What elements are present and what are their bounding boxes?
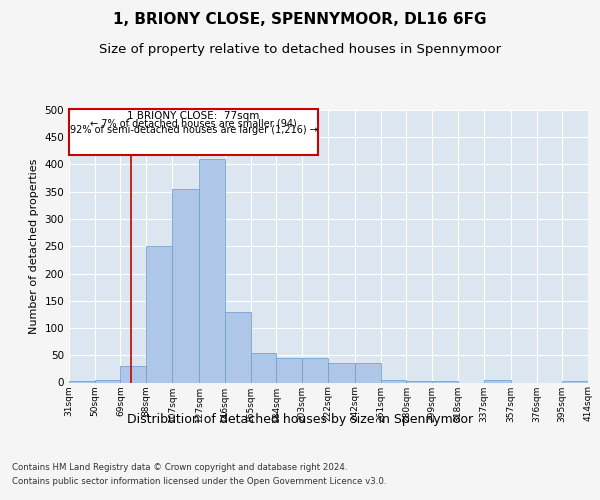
Bar — [484, 380, 511, 382]
Bar — [251, 352, 277, 382]
Y-axis label: Number of detached properties: Number of detached properties — [29, 158, 39, 334]
Bar — [69, 109, 319, 154]
Bar — [121, 366, 146, 382]
Bar — [328, 364, 355, 382]
Bar — [277, 358, 302, 382]
Bar — [302, 358, 328, 382]
Text: Contains public sector information licensed under the Open Government Licence v3: Contains public sector information licen… — [12, 478, 386, 486]
Text: ← 7% of detached houses are smaller (94): ← 7% of detached houses are smaller (94) — [90, 118, 297, 128]
Bar — [225, 312, 251, 382]
Text: 1 BRIONY CLOSE:  77sqm: 1 BRIONY CLOSE: 77sqm — [127, 111, 260, 121]
Text: 1, BRIONY CLOSE, SPENNYMOOR, DL16 6FG: 1, BRIONY CLOSE, SPENNYMOOR, DL16 6FG — [113, 12, 487, 28]
Bar — [146, 246, 172, 382]
Bar — [172, 189, 199, 382]
Bar — [355, 364, 380, 382]
Bar — [199, 159, 225, 382]
Text: Size of property relative to detached houses in Spennymoor: Size of property relative to detached ho… — [99, 42, 501, 56]
Text: 92% of semi-detached houses are larger (1,216) →: 92% of semi-detached houses are larger (… — [70, 124, 317, 134]
Bar — [380, 380, 406, 382]
Bar — [95, 380, 121, 382]
Text: Distribution of detached houses by size in Spennymoor: Distribution of detached houses by size … — [127, 412, 473, 426]
Text: Contains HM Land Registry data © Crown copyright and database right 2024.: Contains HM Land Registry data © Crown c… — [12, 462, 347, 471]
